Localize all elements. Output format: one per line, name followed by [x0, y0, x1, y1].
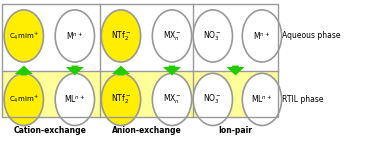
Ellipse shape [152, 73, 192, 125]
Text: C$_4$mim$^+$: C$_4$mim$^+$ [9, 30, 39, 42]
Text: M$^{n+}$: M$^{n+}$ [66, 30, 84, 42]
Ellipse shape [193, 73, 232, 125]
FancyArrow shape [226, 66, 245, 75]
Text: Ion-pair: Ion-pair [218, 126, 253, 135]
Text: NTf$_2^-$: NTf$_2^-$ [111, 29, 131, 43]
Ellipse shape [4, 73, 43, 125]
Text: M$^{n+}$: M$^{n+}$ [253, 30, 271, 42]
Bar [2, 4, 278, 117]
Ellipse shape [193, 10, 232, 62]
FancyArrow shape [163, 66, 181, 75]
Ellipse shape [101, 73, 141, 125]
Text: Anion-exchange: Anion-exchange [112, 126, 181, 135]
Text: ML$^{n+}$: ML$^{n+}$ [64, 94, 85, 105]
FancyArrow shape [66, 66, 84, 75]
Text: NO$_3^-$: NO$_3^-$ [203, 29, 222, 43]
Text: RTIL phase: RTIL phase [282, 95, 323, 104]
Ellipse shape [152, 10, 192, 62]
Text: MX$_n^-$: MX$_n^-$ [163, 29, 181, 43]
Text: C$_4$mim$^+$: C$_4$mim$^+$ [9, 94, 39, 105]
Text: Cation-exchange: Cation-exchange [14, 126, 87, 135]
Text: Aqueous phase: Aqueous phase [282, 31, 340, 40]
Ellipse shape [242, 10, 282, 62]
FancyArrow shape [112, 66, 130, 75]
Text: NO$_3^-$: NO$_3^-$ [203, 93, 222, 106]
Text: MX$_n^-$: MX$_n^-$ [163, 93, 181, 106]
Ellipse shape [55, 73, 94, 125]
FancyArrow shape [15, 66, 33, 75]
Ellipse shape [101, 10, 141, 62]
Ellipse shape [55, 10, 94, 62]
Ellipse shape [4, 10, 43, 62]
Text: NTf$_2^-$: NTf$_2^-$ [111, 93, 131, 106]
Text: ML$^{n+}$: ML$^{n+}$ [251, 94, 273, 105]
Ellipse shape [242, 73, 282, 125]
Bar [2, 70, 278, 117]
